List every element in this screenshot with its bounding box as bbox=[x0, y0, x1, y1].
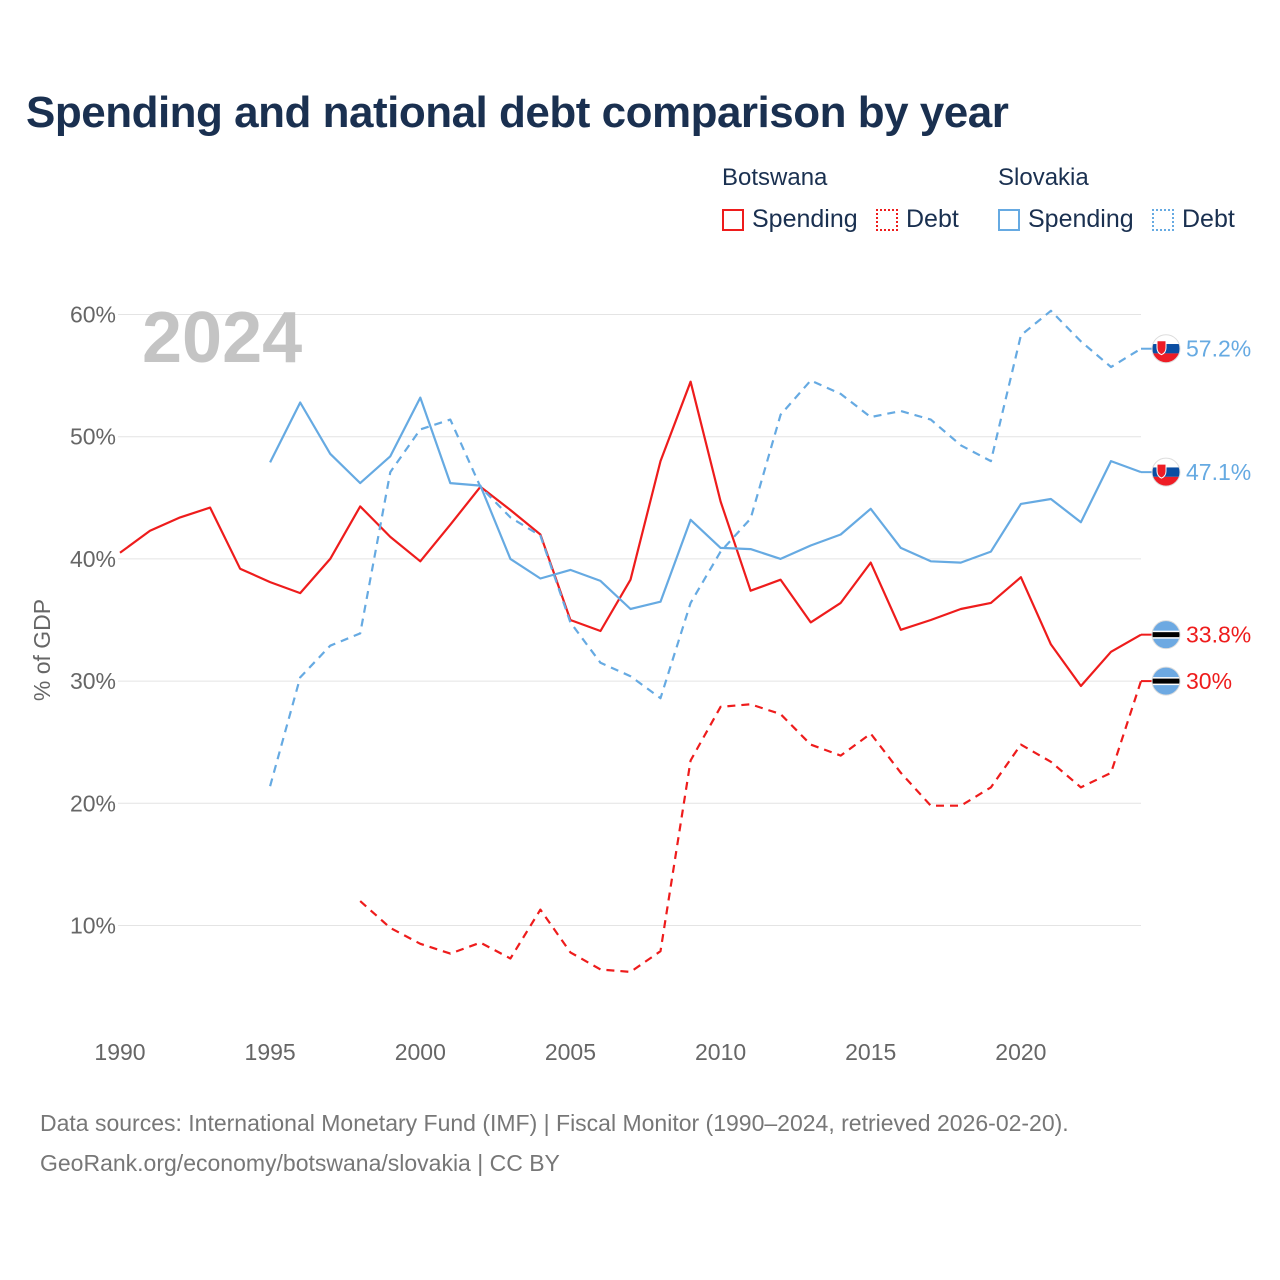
legend-botswana-spending[interactable]: Spending bbox=[722, 205, 858, 234]
dotted-line-swatch-icon bbox=[876, 208, 898, 231]
series-line-slovakia-spending[interactable] bbox=[269, 396, 1142, 611]
botswana-flag-icon bbox=[1151, 666, 1181, 696]
legend-label: Debt bbox=[906, 205, 959, 233]
solid-line-swatch-icon bbox=[998, 208, 1020, 231]
grid-layer: 10% 20% 30% 40% 50% 60% 1990 1995 2000 2005 2010 20… bbox=[70, 302, 1141, 1065]
x-tick-label: 2010 bbox=[695, 1039, 746, 1065]
y-tick-label: 30% bbox=[70, 668, 116, 694]
slovakia-flag-icon bbox=[1151, 457, 1181, 487]
y-tick-label: 40% bbox=[70, 546, 116, 572]
y-tick-label: 10% bbox=[70, 913, 116, 939]
chart-title: Spending and national debt comparison by… bbox=[26, 88, 1009, 137]
x-tick-label: 1990 bbox=[94, 1039, 145, 1065]
dotted-line-swatch-icon bbox=[1152, 208, 1174, 231]
y-tick-label: 50% bbox=[70, 424, 116, 450]
line-chart: 10% 20% 30% 40% 50% 60% 1990 1995 2000 2005 2010 20… bbox=[29, 298, 1251, 1065]
legend-slovakia-spending[interactable]: Spending bbox=[998, 205, 1134, 234]
legend-label: Debt bbox=[1182, 205, 1235, 233]
series-line-botswana-debt[interactable] bbox=[359, 680, 1143, 973]
legend-slovakia-debt[interactable]: Debt bbox=[1152, 205, 1235, 234]
slovakia-flag-icon bbox=[1151, 334, 1181, 364]
y-axis-label: % of GDP bbox=[29, 599, 55, 701]
x-tick-label: 2005 bbox=[545, 1039, 596, 1065]
x-tick-label: 2000 bbox=[395, 1039, 446, 1065]
end-value-label: 47.1% bbox=[1186, 459, 1251, 485]
legend-group-botswana: Botswana bbox=[722, 164, 828, 191]
legend-label: Spending bbox=[752, 205, 858, 233]
y-tick-label: 20% bbox=[70, 790, 116, 816]
solid-line-swatch-icon bbox=[722, 208, 744, 231]
legend-label: Spending bbox=[1028, 205, 1134, 233]
x-tick-label: 2020 bbox=[995, 1039, 1046, 1065]
series-layer bbox=[119, 309, 1143, 973]
y-tick-label: 60% bbox=[70, 302, 116, 328]
end-value-label: 33.8% bbox=[1186, 622, 1251, 648]
year-watermark: 2024 bbox=[142, 298, 302, 378]
x-tick-label: 1995 bbox=[245, 1039, 296, 1065]
source-line-2[interactable]: GeoRank.org/economy/botswana/slovakia | … bbox=[40, 1150, 560, 1176]
legend-group-slovakia: Slovakia bbox=[998, 164, 1089, 191]
end-value-label: 57.2% bbox=[1186, 336, 1251, 362]
source-line-1: Data sources: International Monetary Fun… bbox=[40, 1110, 1069, 1136]
legend-botswana-debt[interactable]: Debt bbox=[876, 205, 959, 234]
end-value-label: 30% bbox=[1186, 668, 1232, 694]
x-tick-label: 2015 bbox=[845, 1039, 896, 1065]
series-line-slovakia-debt[interactable] bbox=[269, 309, 1142, 787]
marker-layer: 33.8% 30% 47.1% 57.2% bbox=[1141, 334, 1251, 696]
series-line-botswana-spending[interactable] bbox=[119, 380, 1142, 688]
botswana-flag-icon bbox=[1151, 620, 1181, 650]
